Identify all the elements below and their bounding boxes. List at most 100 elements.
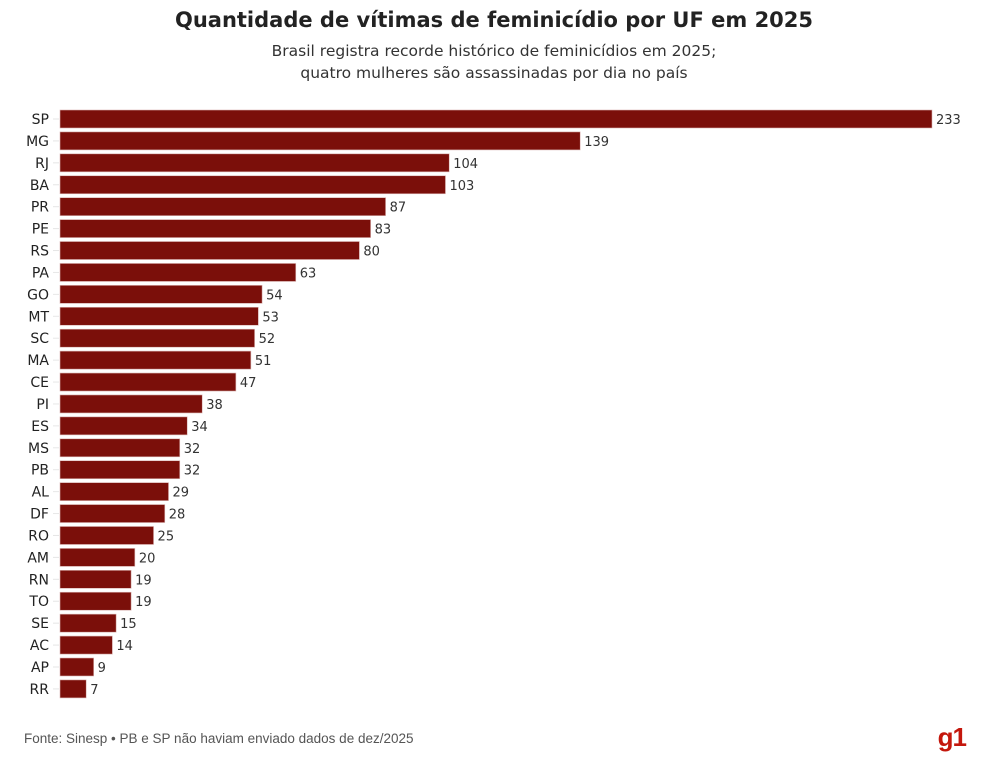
value-label: 83 [375, 223, 392, 238]
bar [59, 438, 181, 458]
bar [59, 679, 87, 699]
category-label: CE [30, 375, 49, 391]
bar-row-rs: RS 80 [30, 241, 380, 260]
value-label: 52 [259, 332, 276, 347]
bar-row-pb: PB 32 [31, 460, 200, 480]
value-label: 32 [184, 442, 201, 457]
category-label: MG [26, 134, 49, 150]
category-label: RN [29, 572, 49, 588]
value-label: 233 [936, 113, 961, 128]
bar [59, 241, 360, 260]
bar-row-ma: MA 51 [27, 350, 271, 370]
bar [59, 153, 450, 173]
bar [59, 460, 181, 480]
bar [59, 306, 259, 326]
category-label: TO [28, 594, 49, 610]
bar-row-ms: MS 32 [28, 438, 201, 458]
category-label: ES [31, 419, 49, 435]
bar-row-pe: PE 83 [32, 219, 392, 238]
value-label: 9 [98, 661, 106, 676]
value-label: 53 [262, 310, 279, 325]
value-label: 38 [206, 398, 223, 413]
value-label: 25 [158, 529, 175, 544]
value-label: 19 [135, 595, 152, 610]
category-label: SP [32, 112, 49, 128]
bar-row-ac: AC 14 [30, 635, 133, 655]
bar-row-rn: RN 19 [29, 570, 152, 589]
value-label: 87 [390, 201, 407, 216]
bar [59, 328, 255, 348]
bar-row-se: SE 15 [31, 613, 137, 633]
category-label: AC [30, 638, 49, 654]
subtitle-line-1: Brasil registra recorde histórico de fem… [271, 42, 717, 60]
bar-row-go: GO 54 [27, 285, 283, 304]
value-label: 139 [584, 135, 609, 150]
category-label: PB [31, 463, 49, 479]
bar-row-ba: BA 103 [30, 175, 474, 195]
bar [59, 219, 371, 238]
bar-row-sp: SP 233 [32, 109, 961, 129]
category-label: MA [27, 353, 49, 369]
bar [59, 175, 446, 195]
category-label: PR [31, 200, 49, 216]
category-label: PA [32, 265, 50, 281]
bar [59, 504, 166, 523]
bar [59, 372, 237, 392]
category-label: AL [32, 485, 50, 501]
value-label: 103 [449, 179, 474, 194]
bar [59, 635, 113, 655]
category-label: SE [31, 616, 49, 632]
bar [59, 263, 297, 282]
value-label: 14 [116, 639, 133, 654]
bar-row-rr: RR 7 [30, 679, 98, 699]
bar-row-am: AM 20 [27, 548, 156, 567]
value-label: 34 [191, 420, 208, 435]
source-note: Fonte: Sinesp • PB e SP não haviam envia… [24, 731, 414, 746]
bar-row-pi: PI 38 [36, 394, 223, 414]
chart-title: Quantidade de vítimas de feminicídio por… [174, 8, 814, 32]
category-label: GO [27, 287, 49, 303]
bar-row-pr: PR 87 [31, 197, 407, 216]
bar [59, 416, 188, 436]
bar [59, 613, 117, 633]
bar [59, 591, 132, 611]
bar-chart: SP 233 MG 139 RJ 104 BA 103 PR 87 PE 83 RS 80 PA 63 GO 54… [26, 109, 961, 699]
bar-row-pa: PA 63 [32, 263, 317, 282]
value-label: 28 [169, 508, 186, 523]
category-label: PE [32, 222, 49, 238]
bar-row-mt: MT 53 [28, 306, 279, 326]
value-label: 104 [453, 157, 478, 172]
bar-row-mg: MG 139 [26, 131, 609, 151]
value-label: 63 [300, 266, 317, 281]
bar-row-es: ES 34 [31, 416, 208, 436]
bar [59, 570, 132, 589]
category-label: MT [28, 309, 49, 325]
value-label: 54 [266, 288, 283, 303]
g1-logo: g1 [937, 722, 967, 752]
bar [59, 197, 386, 216]
chart-subtitle: Brasil registra recorde histórico de fem… [0, 40, 988, 84]
bar [59, 482, 169, 501]
category-label: RO [28, 528, 49, 544]
bar-row-ro: RO 25 [28, 526, 175, 545]
value-label: 15 [120, 617, 137, 632]
bar [59, 285, 263, 304]
bar [59, 131, 581, 151]
value-label: 19 [135, 573, 152, 588]
bar-row-to: TO 19 [28, 591, 152, 611]
category-label: RR [30, 682, 50, 698]
subtitle-line-2: quatro mulheres são assassinadas por dia… [300, 64, 688, 82]
bar [59, 657, 94, 677]
value-label: 47 [240, 376, 257, 391]
value-label: 29 [173, 486, 190, 501]
bar-row-rj: RJ 104 [35, 153, 478, 173]
bar-row-ce: CE 47 [30, 372, 257, 392]
category-label: DF [30, 507, 49, 523]
category-label: AP [31, 660, 49, 676]
category-label: RS [30, 244, 49, 260]
category-label: MS [28, 441, 49, 457]
bar-row-df: DF 28 [30, 504, 186, 523]
value-label: 20 [139, 551, 156, 566]
bar [59, 350, 252, 370]
bar-row-al: AL 29 [32, 482, 190, 501]
